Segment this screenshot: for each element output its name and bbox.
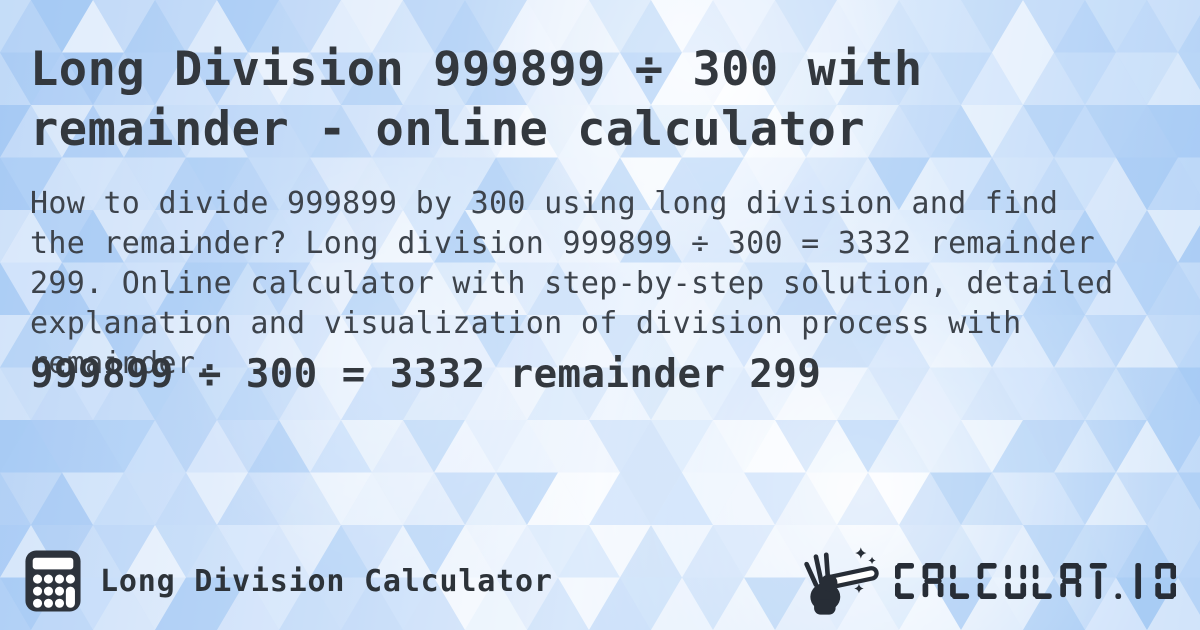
footer: Long Division Calculator: [0, 546, 1200, 616]
brand-logo: [801, 545, 1176, 617]
footer-app: Long Division Calculator: [24, 549, 553, 613]
description-text: How to divide 999899 by 300 using long d…: [30, 186, 1114, 381]
page-title: Long Division 999899 ÷ 300 with remainde…: [30, 42, 923, 157]
brand-wordmark: [894, 562, 1176, 600]
magic-wand-icon: [804, 547, 879, 615]
result-heading: 999899 ÷ 300 = 3332 remainder 299: [30, 352, 822, 397]
app-name: Long Division Calculator: [100, 563, 553, 599]
calculator-icon: [25, 550, 81, 612]
